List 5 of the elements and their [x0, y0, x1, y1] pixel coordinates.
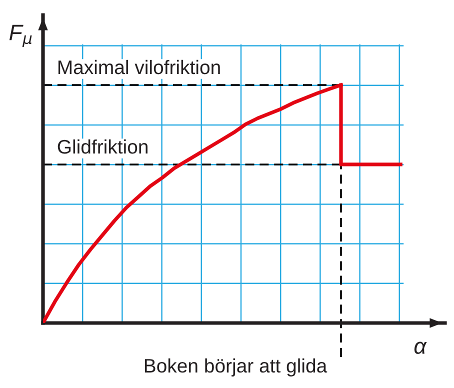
- text: Boken börjar att glida: [144, 358, 328, 377]
- ref-line-label: Glidfriktion: [58, 139, 148, 154]
- ref-line-label: Maximal vilofriktion: [58, 60, 220, 74]
- x-axis-title: α: [414, 342, 427, 354]
- y-axis-title: F$_{μ}$: [9, 24, 32, 48]
